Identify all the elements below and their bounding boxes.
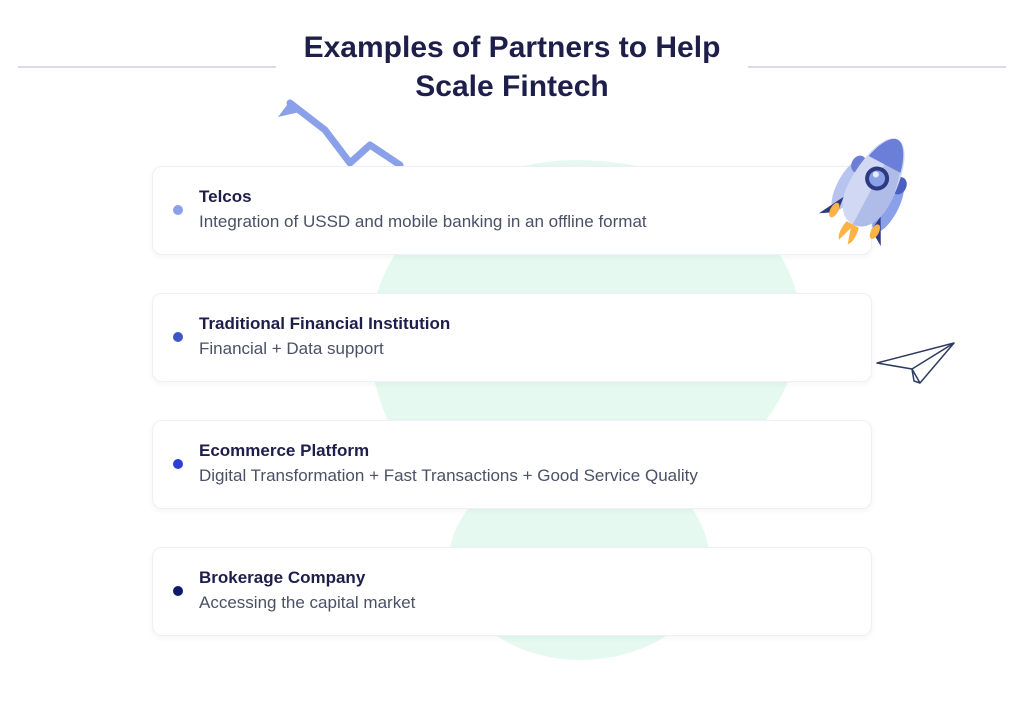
card-text: Ecommerce Platform Digital Transformatio…	[199, 441, 847, 488]
partner-card-telcos: Telcos Integration of USSD and mobile ba…	[152, 166, 872, 255]
bullet-icon	[173, 332, 183, 342]
header-line-left	[18, 66, 276, 68]
card-text: Telcos Integration of USSD and mobile ba…	[199, 187, 847, 234]
header-line-right	[748, 66, 1006, 68]
card-title: Brokerage Company	[199, 568, 847, 588]
bullet-icon	[173, 586, 183, 596]
card-description: Digital Transformation + Fast Transactio…	[199, 465, 847, 488]
header: Examples of Partners to Help Scale Finte…	[0, 0, 1024, 106]
partner-card-brokerage: Brokerage Company Accessing the capital …	[152, 547, 872, 636]
card-description: Integration of USSD and mobile banking i…	[199, 211, 847, 234]
paper-plane-icon	[872, 335, 962, 395]
card-text: Brokerage Company Accessing the capital …	[199, 568, 847, 615]
card-title: Traditional Financial Institution	[199, 314, 847, 334]
bullet-icon	[173, 205, 183, 215]
card-title: Ecommerce Platform	[199, 441, 847, 461]
rocket-icon	[816, 125, 926, 260]
card-description: Financial + Data support	[199, 338, 847, 361]
bullet-icon	[173, 459, 183, 469]
card-title: Telcos	[199, 187, 847, 207]
card-text: Traditional Financial Institution Financ…	[199, 314, 847, 361]
card-description: Accessing the capital market	[199, 592, 847, 615]
partner-card-ecommerce: Ecommerce Platform Digital Transformatio…	[152, 420, 872, 509]
partner-list: Telcos Integration of USSD and mobile ba…	[152, 166, 872, 636]
partner-card-traditional-fi: Traditional Financial Institution Financ…	[152, 293, 872, 382]
